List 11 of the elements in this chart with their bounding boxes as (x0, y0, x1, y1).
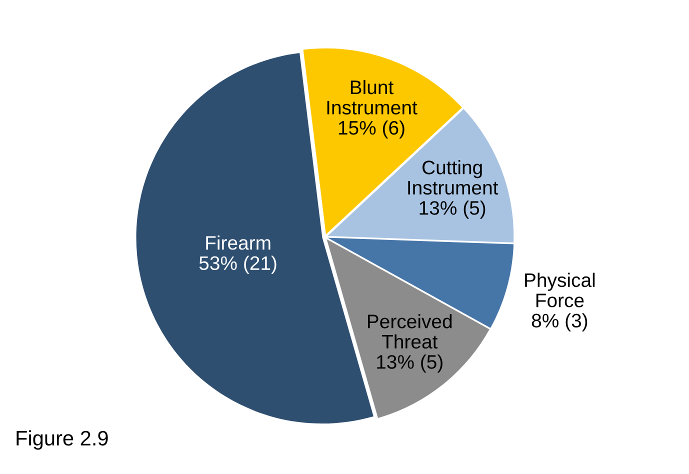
caption: Figure 2.9 (16, 430, 108, 450)
data-label: 13% (5) (377, 354, 442, 373)
data-label: 13% (5) (420, 200, 486, 219)
slice-label: Firearm (206, 236, 270, 250)
slice-label: Perceived Threat (368, 314, 452, 349)
data-label: 15% (6) (338, 120, 404, 139)
slice-label: Cutting Instrument (408, 160, 498, 195)
data-label: 53% (21) (199, 256, 276, 274)
data-label: 8% (3) (532, 313, 588, 332)
slice-label: Physical Force (525, 272, 595, 308)
slice-label: Blunt Instrument (327, 80, 418, 114)
